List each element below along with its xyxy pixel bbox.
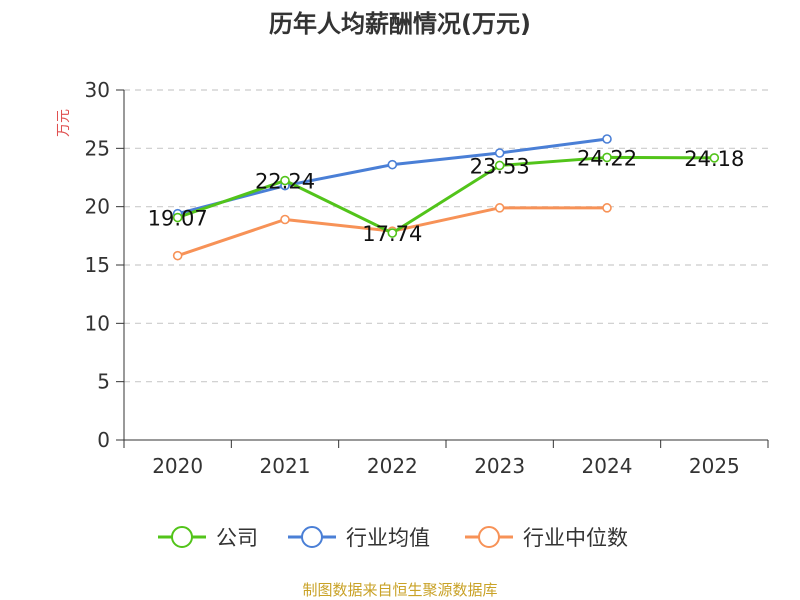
legend-marker [301, 526, 323, 548]
series-point-0 [709, 153, 720, 163]
legend-label: 行业中位数 [523, 526, 628, 550]
data-labels: 19.07 22.24 17.74 23.53 24.22 24.18 [148, 146, 745, 246]
series-line-1 [177, 137, 608, 216]
data-label: 23.53 [470, 154, 530, 178]
legend-marker [171, 526, 193, 548]
data-label: 24.18 [684, 147, 744, 171]
legend-marker [478, 526, 500, 548]
series-point-0 [280, 175, 290, 186]
series-point-1 [494, 148, 505, 158]
data-label: 17.74 [362, 222, 422, 246]
y-tick-label: 15 [85, 253, 110, 277]
series-point-2 [602, 203, 612, 213]
legend-label: 行业均值 [346, 526, 430, 550]
series-point-0 [172, 212, 183, 223]
x-tick-label: 2023 [474, 454, 525, 478]
x-tick-label: 2021 [260, 454, 311, 478]
y-tick-label: 5 [97, 370, 110, 394]
series-point-0 [494, 160, 505, 171]
legend-label: 公司 [216, 526, 258, 550]
x-tick-label: 2022 [367, 454, 418, 478]
data-label: 19.07 [148, 207, 208, 231]
x-tick-label: 2024 [582, 454, 633, 478]
data-label: 24.22 [577, 146, 637, 170]
y-tick-label: 30 [85, 78, 110, 102]
chart-title: 历年人均薪酬情况(万元) [269, 10, 531, 38]
series-line-0 [177, 155, 715, 235]
source-note: 制图数据来自恒生聚源数据库 [302, 581, 497, 599]
series-point-0 [387, 228, 398, 238]
series-point-2 [494, 203, 505, 213]
legend-item-2[interactable]: 行业中位数 [465, 526, 628, 550]
series-point-0 [602, 152, 612, 163]
series-point-1 [387, 159, 398, 170]
y-axis-label: 万元 [56, 109, 72, 137]
grid-lines [124, 89, 768, 383]
series-lines [172, 134, 720, 261]
data-label: 22.24 [255, 170, 315, 194]
x-tick-label: 2025 [689, 454, 740, 478]
y-tick-label: 0 [97, 428, 110, 452]
legend[interactable]: 公司 行业均值 行业中位数 [158, 526, 628, 550]
y-tick-label: 20 [85, 195, 110, 219]
series-point-2 [172, 250, 183, 261]
series-point-1 [602, 134, 612, 144]
series-point-2 [280, 214, 290, 225]
x-tick-label: 2020 [152, 454, 203, 478]
legend-item-0[interactable]: 公司 [158, 526, 258, 550]
y-tick-label: 10 [85, 311, 110, 335]
y-tick-label: 25 [85, 136, 110, 160]
legend-item-1[interactable]: 行业均值 [288, 526, 430, 550]
